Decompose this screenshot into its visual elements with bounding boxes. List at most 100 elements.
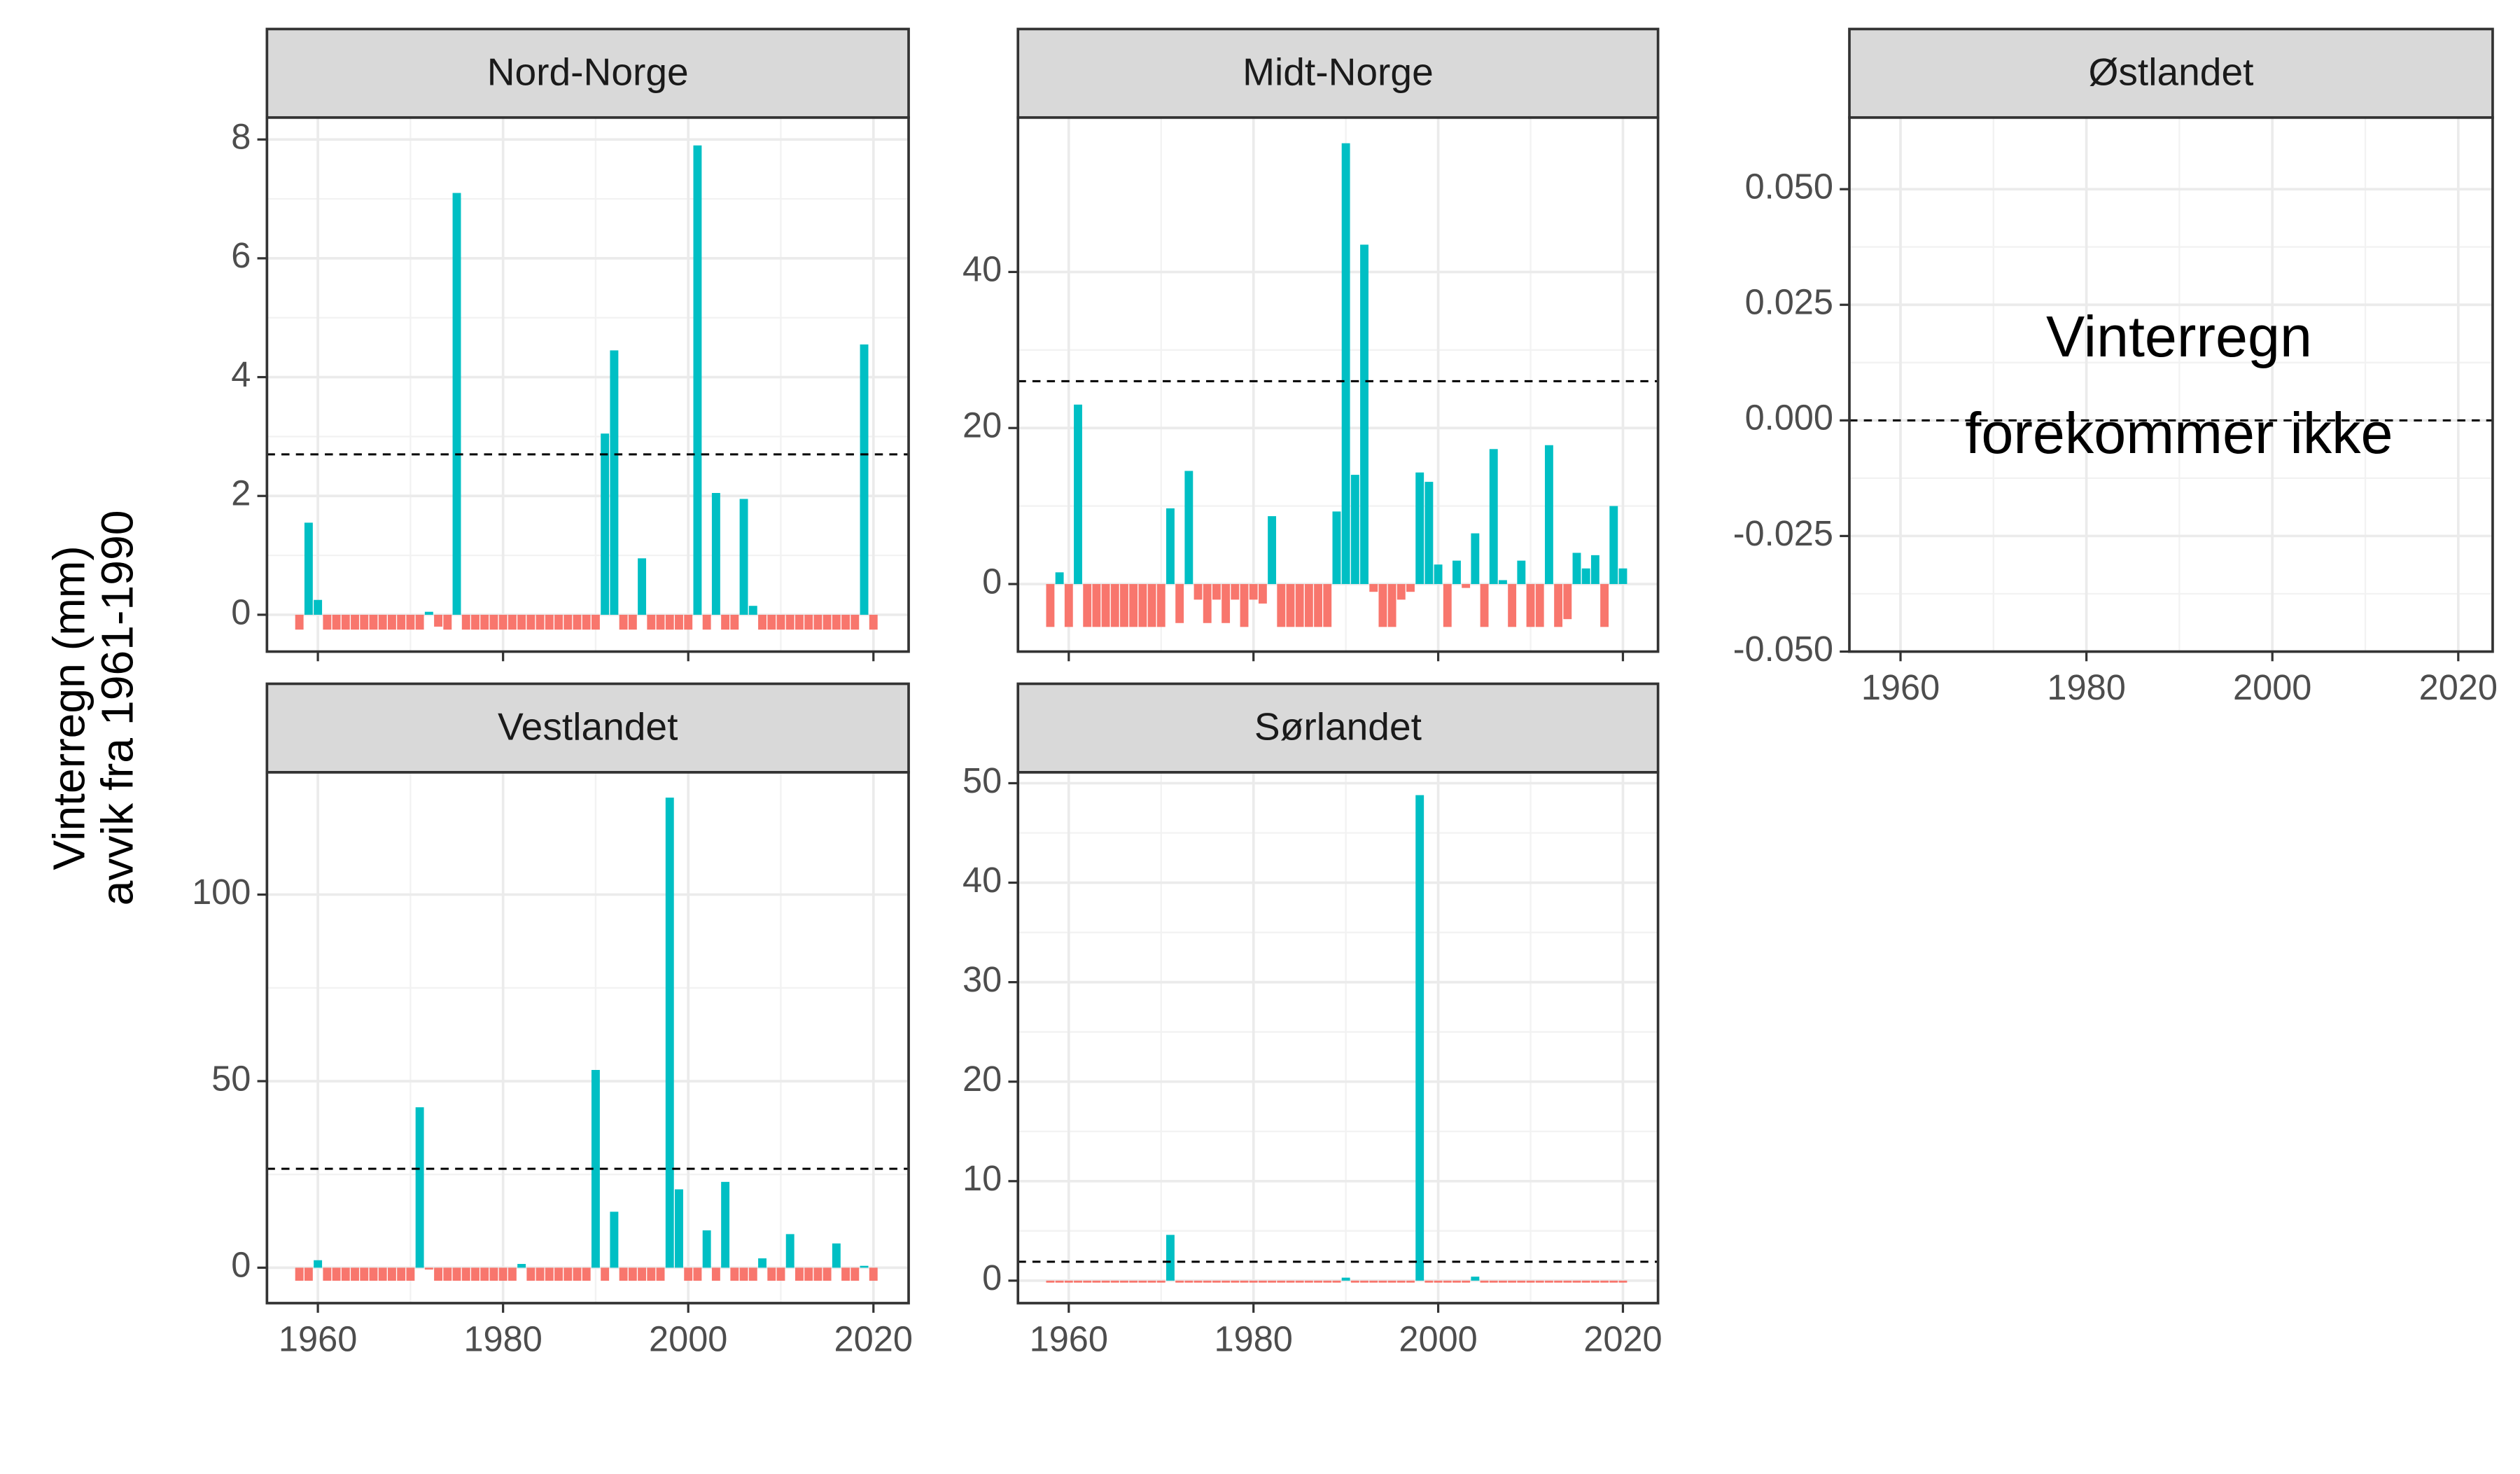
bar bbox=[406, 1267, 415, 1281]
bar bbox=[1101, 1280, 1110, 1283]
strip bbox=[265, 682, 910, 774]
y-tick-label: 0 bbox=[231, 592, 251, 632]
bar bbox=[860, 1265, 869, 1268]
bar bbox=[332, 614, 341, 630]
bar bbox=[860, 344, 869, 615]
y-tick-label: 40 bbox=[962, 860, 1002, 900]
bar bbox=[351, 1267, 359, 1281]
bar bbox=[434, 1267, 443, 1281]
bar bbox=[1535, 584, 1544, 627]
bar bbox=[721, 614, 730, 630]
bar bbox=[1314, 584, 1322, 627]
bar bbox=[1101, 584, 1110, 627]
bar bbox=[360, 1267, 369, 1281]
bar bbox=[794, 614, 804, 630]
bar bbox=[536, 614, 545, 630]
bar bbox=[1277, 1280, 1286, 1283]
bar bbox=[1175, 584, 1184, 623]
bar bbox=[1092, 1280, 1101, 1283]
bar bbox=[480, 614, 489, 630]
bar bbox=[507, 1267, 517, 1281]
bar bbox=[665, 614, 674, 630]
bar bbox=[489, 614, 498, 630]
bar bbox=[1222, 584, 1231, 623]
bar bbox=[1249, 1280, 1258, 1283]
panel-title: Østlandet bbox=[2088, 50, 2253, 93]
bar bbox=[341, 614, 350, 630]
bar bbox=[1046, 1280, 1055, 1283]
bar bbox=[564, 1267, 573, 1281]
bar bbox=[498, 1267, 507, 1281]
bar bbox=[758, 614, 766, 630]
y-tick-label: -0.050 bbox=[1733, 629, 1833, 669]
bar bbox=[1203, 1280, 1212, 1283]
bar bbox=[1387, 1280, 1396, 1283]
bar bbox=[1074, 1280, 1082, 1283]
x-tick-label: 1980 bbox=[1214, 1319, 1292, 1358]
y-tick-label: 4 bbox=[231, 354, 251, 394]
y-tick-label: 0 bbox=[982, 561, 1002, 601]
bar bbox=[711, 493, 720, 615]
bar bbox=[1110, 1280, 1119, 1283]
y-tick-label: 100 bbox=[192, 872, 251, 912]
bar bbox=[1231, 584, 1240, 600]
bar bbox=[702, 614, 711, 630]
bar bbox=[1175, 1280, 1184, 1283]
y-tick-label: 2 bbox=[231, 473, 251, 513]
y-tick-label: 0 bbox=[982, 1258, 1002, 1298]
y-tick-label: 40 bbox=[962, 249, 1002, 289]
y-tick-label: -0.025 bbox=[1733, 513, 1833, 553]
y-tick-label: 0.025 bbox=[1745, 282, 1833, 322]
bar bbox=[406, 614, 415, 630]
strip bbox=[1016, 27, 1660, 119]
y-tick-label: 20 bbox=[962, 1059, 1002, 1099]
bar bbox=[1517, 1280, 1526, 1283]
bar bbox=[1443, 1280, 1452, 1283]
bar bbox=[1212, 584, 1221, 600]
bar bbox=[415, 614, 424, 630]
bar bbox=[1156, 584, 1166, 627]
bar bbox=[794, 1267, 804, 1281]
bar bbox=[1304, 1280, 1313, 1283]
bar bbox=[554, 1267, 563, 1281]
bar bbox=[1166, 508, 1175, 585]
bar bbox=[1563, 584, 1572, 620]
bar bbox=[295, 1267, 304, 1281]
bar bbox=[1350, 475, 1359, 585]
bar bbox=[1268, 516, 1277, 585]
bar bbox=[1452, 560, 1461, 585]
bar bbox=[1147, 584, 1156, 627]
bar bbox=[684, 1267, 693, 1281]
bar bbox=[564, 614, 573, 630]
strip bbox=[1016, 682, 1660, 774]
bar bbox=[1194, 584, 1203, 600]
bar bbox=[767, 614, 776, 630]
bar bbox=[730, 614, 739, 630]
bar bbox=[1184, 471, 1194, 585]
y-tick-label: 8 bbox=[231, 117, 251, 157]
bar bbox=[1231, 1280, 1240, 1283]
bar bbox=[295, 614, 304, 630]
bar bbox=[397, 614, 406, 630]
bar bbox=[341, 1267, 350, 1281]
bar bbox=[1138, 1280, 1147, 1283]
bar bbox=[1609, 1280, 1618, 1283]
bar bbox=[785, 614, 794, 630]
y-tick-label: 30 bbox=[962, 959, 1002, 999]
bar bbox=[1508, 584, 1517, 627]
bar bbox=[1166, 1235, 1175, 1281]
x-tick-label: 2020 bbox=[1583, 1319, 1662, 1358]
bar bbox=[452, 1267, 461, 1281]
bar bbox=[424, 1267, 433, 1270]
bar bbox=[1581, 568, 1590, 585]
bar bbox=[675, 1189, 683, 1268]
bar bbox=[656, 1267, 665, 1281]
bar bbox=[1471, 1277, 1480, 1281]
bar bbox=[647, 1267, 656, 1281]
bar bbox=[1396, 1280, 1406, 1283]
bar bbox=[1295, 1280, 1304, 1283]
bar bbox=[813, 1267, 822, 1281]
bar bbox=[1572, 1280, 1581, 1283]
bar bbox=[314, 1260, 323, 1268]
y-axis-label: Vinterregn (mm) bbox=[43, 545, 94, 870]
